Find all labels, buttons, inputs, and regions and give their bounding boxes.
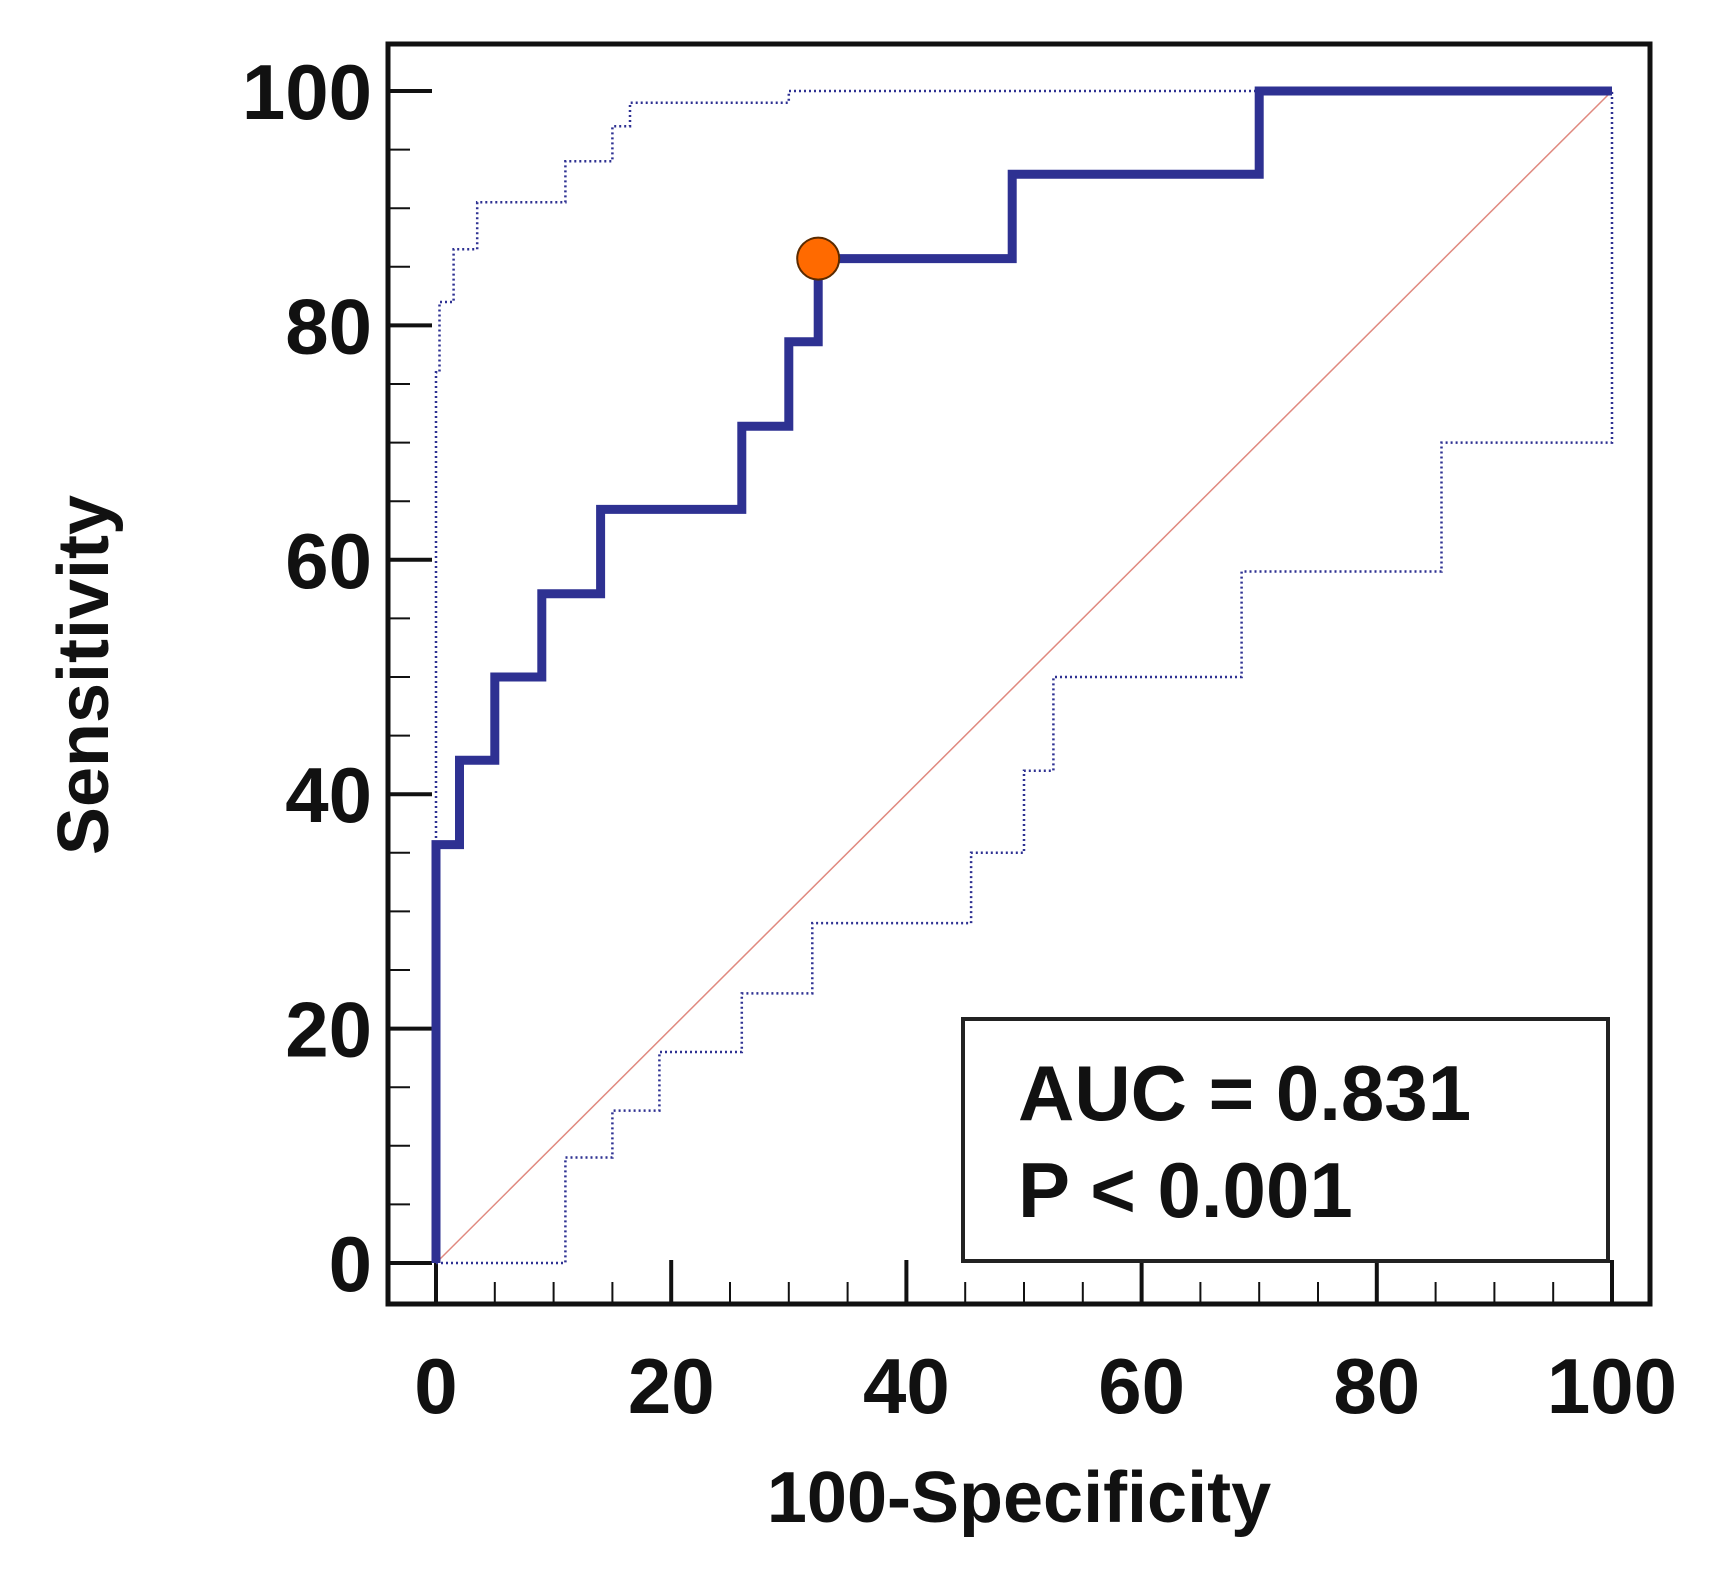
optimal-cutoff-point <box>796 236 841 281</box>
y-tick-labels: 0 20 40 60 80 100 <box>242 48 372 1308</box>
y-tick-label: 40 <box>285 751 372 839</box>
x-tick-label: 60 <box>1098 1342 1185 1430</box>
p-value-label: P < 0.001 <box>1018 1146 1353 1234</box>
auc-label: AUC = 0.831 <box>1018 1049 1471 1137</box>
plot-frame <box>385 41 1653 1307</box>
y-tick-label: 60 <box>285 517 372 605</box>
x-tick-label: 0 <box>414 1342 457 1430</box>
y-tick-label: 80 <box>285 282 372 370</box>
stats-box <box>961 1017 1610 1263</box>
y-tick-label: 100 <box>242 48 372 136</box>
y-tick-label: 0 <box>329 1220 372 1308</box>
lower-ci-line <box>436 91 1614 1265</box>
x-tick-label: 100 <box>1547 1342 1677 1430</box>
x-tick-labels: 0 20 40 60 80 100 <box>414 1342 1677 1430</box>
x-tick-label: 40 <box>863 1342 950 1430</box>
x-axis-title: 100-Specificity <box>767 1458 1271 1538</box>
roc-curve-line <box>431 86 1612 1263</box>
y-axis-title: Sensitivity <box>44 495 124 855</box>
upper-ci-line <box>434 89 1612 1263</box>
x-minor-ticks <box>434 1260 1614 1304</box>
x-tick-label: 20 <box>628 1342 715 1430</box>
y-minor-ticks <box>388 89 432 1265</box>
points-layer <box>796 236 841 281</box>
y-tick-label: 20 <box>285 986 372 1074</box>
reference-diagonal-line <box>435 90 1613 1264</box>
stats-legend-box: AUC = 0.831 P < 0.001 <box>961 1017 1610 1263</box>
series-layer <box>431 86 1614 1265</box>
x-tick-label: 80 <box>1333 1342 1420 1430</box>
